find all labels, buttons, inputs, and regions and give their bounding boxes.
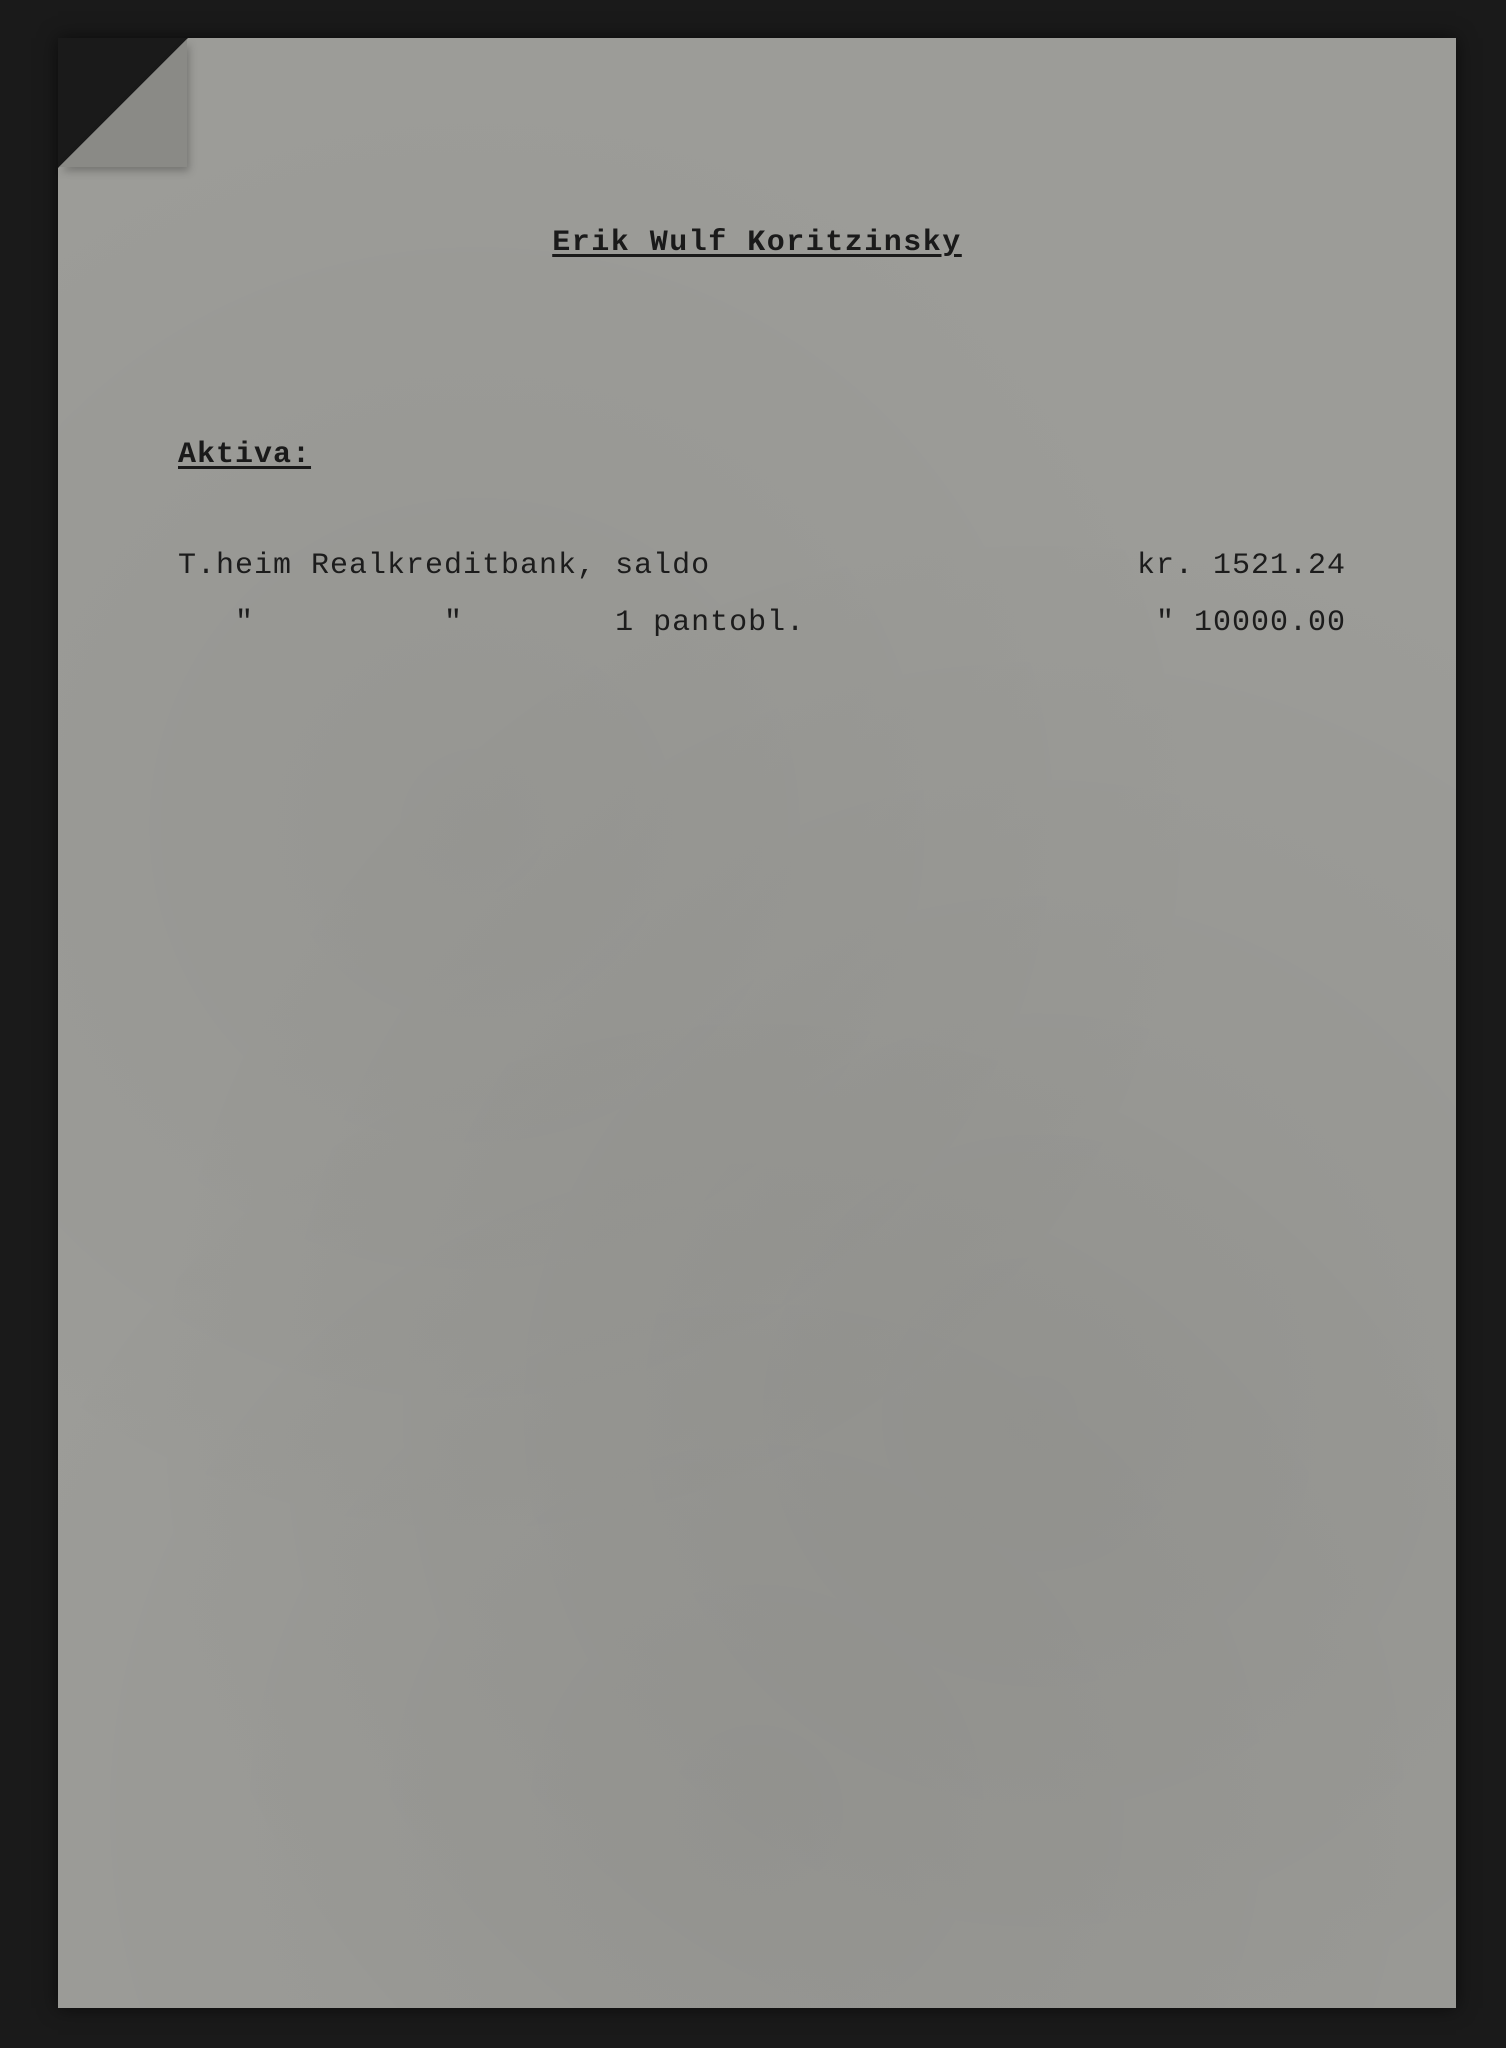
folded-corner-icon	[59, 39, 187, 167]
section-heading-aktiva: Aktiva:	[178, 438, 311, 472]
document-content: Erik Wulf Koritzinsky Aktiva: T.heim Rea…	[58, 38, 1456, 2008]
ledger-description: T.heim Realkreditbank, saldo	[178, 538, 710, 595]
ledger-amount: " 10000.00	[1137, 595, 1346, 652]
ledger-table: T.heim Realkreditbank, saldo kr. 1521.24…	[178, 538, 1346, 652]
scan-background: Erik Wulf Koritzinsky Aktiva: T.heim Rea…	[0, 0, 1506, 2048]
document-title: Erik Wulf Koritzinsky	[58, 226, 1456, 260]
ledger-description: " " 1 pantobl.	[178, 595, 805, 652]
document-page: Erik Wulf Koritzinsky Aktiva: T.heim Rea…	[58, 38, 1456, 2008]
ledger-row: T.heim Realkreditbank, saldo kr. 1521.24	[178, 538, 1346, 595]
ledger-row: " " 1 pantobl. " 10000.00	[178, 595, 1346, 652]
ledger-amount: kr. 1521.24	[1137, 538, 1346, 595]
